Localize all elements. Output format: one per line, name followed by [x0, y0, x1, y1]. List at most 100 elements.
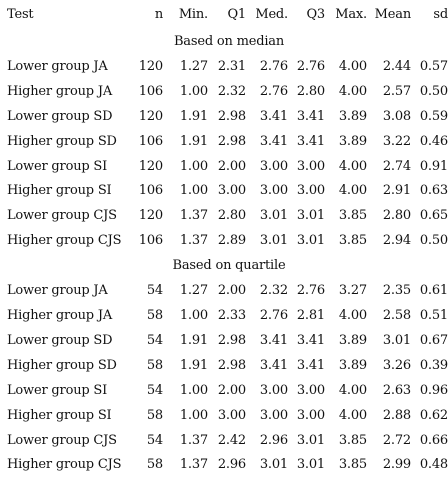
cell-q1: 2.98: [217, 357, 246, 373]
cell-max: 4.00: [338, 307, 367, 323]
header-q1: Q1: [227, 7, 246, 22]
header-min: Min.: [178, 7, 208, 22]
cell-sd: 0.50: [419, 233, 448, 249]
cell-max: 3.27: [338, 283, 367, 299]
cell-q3: 2.81: [296, 307, 325, 323]
cell-min: 1.37: [179, 208, 208, 224]
header-median: Med.: [255, 7, 288, 22]
table-row: Higher group JA 58 1.00 2.33 2.76 2.81 4.00 2.5…: [0, 304, 448, 329]
cell-max: 4.00: [338, 407, 367, 423]
cell-max: 4.00: [338, 83, 367, 99]
cell-n: 58: [146, 407, 163, 423]
cell-median: 2.96: [259, 432, 288, 448]
cell-q3: 3.00: [296, 382, 325, 398]
cell-sd: 0.62: [419, 407, 448, 423]
table-row: Lower group SI 120 1.00 2.00 3.00 3.00 4.00 2.7…: [0, 155, 448, 180]
table-row: Lower group CJS 120 1.37 2.80 3.01 3.01 3.85 2.…: [0, 204, 448, 229]
section-header-row: Based on median: [0, 30, 448, 55]
cell-test-name: Lower group CJS: [7, 208, 117, 224]
cell-sd: 0.96: [419, 382, 448, 398]
cell-test-name: Higher group JA: [7, 83, 113, 99]
cell-q3: 3.41: [296, 133, 325, 149]
cell-q3: 2.76: [296, 58, 325, 74]
cell-q3: 3.00: [296, 183, 325, 199]
cell-min: 1.91: [179, 332, 208, 348]
section-header-row: Based on quartile: [0, 254, 448, 279]
cell-min: 1.37: [179, 432, 208, 448]
cell-q3: 3.00: [296, 407, 325, 423]
cell-test-name: Higher group SD: [7, 357, 117, 373]
cell-min: 1.91: [179, 133, 208, 149]
cell-q1: 2.42: [217, 432, 246, 448]
cell-q3: 3.41: [296, 332, 325, 348]
cell-test-name: Lower group SD: [7, 108, 113, 124]
cell-n: 120: [138, 158, 163, 174]
table-row: Higher group CJS 58 1.37 2.96 3.01 3.01 3.85 2.…: [0, 453, 448, 478]
cell-sd: 0.46: [419, 133, 448, 149]
header-sd: sd: [433, 7, 448, 22]
header-q3: Q3: [306, 7, 325, 22]
table-row: Lower group CJS 54 1.37 2.42 2.96 3.01 3.85 2.7…: [0, 429, 448, 454]
cell-test-name: Higher group SI: [7, 407, 112, 423]
cell-q1: 2.00: [217, 382, 246, 398]
cell-min: 1.00: [179, 183, 208, 199]
cell-median: 3.41: [259, 108, 288, 124]
cell-mean: 2.35: [382, 283, 411, 299]
cell-min: 1.91: [179, 108, 208, 124]
cell-max: 3.85: [338, 208, 367, 224]
cell-mean: 3.08: [382, 108, 411, 124]
cell-sd: 0.59: [419, 108, 448, 124]
cell-n: 58: [146, 357, 163, 373]
header-mean: Mean: [374, 7, 412, 22]
cell-q3: 3.00: [296, 158, 325, 174]
cell-mean: 3.01: [382, 332, 411, 348]
cell-q1: 2.98: [217, 108, 246, 124]
cell-n: 106: [138, 83, 163, 99]
cell-mean: 2.58: [382, 307, 411, 323]
cell-test-name: Higher group JA: [7, 307, 113, 323]
cell-median: 3.00: [259, 183, 288, 199]
cell-n: 106: [138, 133, 163, 149]
cell-test-name: Lower group JA: [7, 58, 108, 74]
cell-sd: 0.67: [419, 332, 448, 348]
header-test: Test: [7, 7, 34, 22]
cell-median: 2.76: [259, 83, 288, 99]
cell-test-name: Lower group JA: [7, 283, 108, 299]
cell-sd: 0.57: [419, 58, 448, 74]
cell-min: 1.37: [179, 233, 208, 249]
cell-n: 120: [138, 108, 163, 124]
table-body: Based on median Lower group JA 120 1.27 2.31…: [0, 30, 448, 478]
cell-max: 4.00: [338, 58, 367, 74]
cell-max: 3.85: [338, 432, 367, 448]
cell-mean: 2.91: [382, 183, 411, 199]
cell-max: 3.85: [338, 233, 367, 249]
cell-mean: 2.94: [382, 233, 411, 249]
cell-n: 120: [138, 58, 163, 74]
cell-test-name: Higher group CJS: [7, 233, 122, 249]
cell-mean: 3.22: [382, 133, 411, 149]
cell-mean: 2.88: [382, 407, 411, 423]
cell-median: 3.41: [259, 357, 288, 373]
cell-n: 120: [138, 208, 163, 224]
cell-q1: 2.96: [217, 457, 246, 473]
cell-mean: 2.72: [382, 432, 411, 448]
cell-q3: 2.80: [296, 83, 325, 99]
cell-n: 54: [146, 283, 163, 299]
cell-min: 1.00: [179, 158, 208, 174]
table-row: Higher group SD 58 1.91 2.98 3.41 3.41 3.89 3.2…: [0, 354, 448, 379]
header-max: Max.: [335, 7, 367, 22]
cell-sd: 0.65: [419, 208, 448, 224]
cell-median: 3.41: [259, 332, 288, 348]
cell-mean: 2.74: [382, 158, 411, 174]
table-row: Higher group SI 106 1.00 3.00 3.00 3.00 4.00 2.…: [0, 179, 448, 204]
cell-median: 3.01: [259, 208, 288, 224]
cell-q3: 3.41: [296, 108, 325, 124]
cell-n: 58: [146, 307, 163, 323]
cell-median: 3.00: [259, 382, 288, 398]
cell-mean: 2.63: [382, 382, 411, 398]
cell-sd: 0.91: [419, 158, 448, 174]
cell-max: 4.00: [338, 183, 367, 199]
cell-q1: 2.32: [217, 83, 246, 99]
cell-n: 54: [146, 382, 163, 398]
